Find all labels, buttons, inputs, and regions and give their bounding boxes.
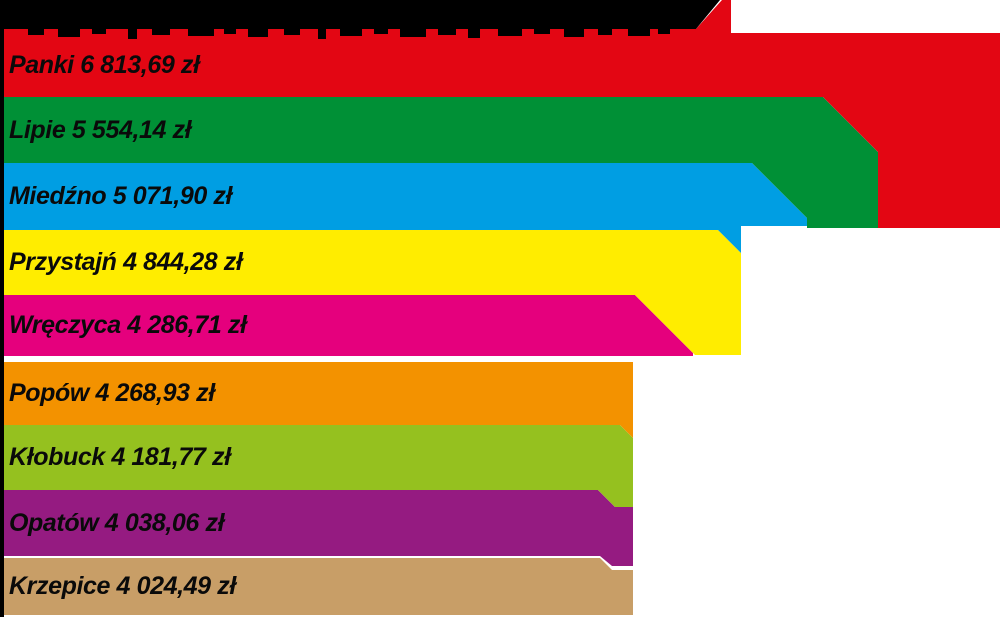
bar-shape-opatów — [0, 490, 633, 566]
bar-shape-kłobuck — [0, 425, 633, 507]
left-axis-line — [0, 0, 4, 617]
bar-shape-popów — [0, 362, 633, 438]
bar-shape-przystajń — [0, 230, 741, 355]
bar-shape-panki — [0, 0, 1000, 228]
bar-shape-miedźno — [0, 163, 807, 253]
bar-shape-lipie — [0, 97, 878, 228]
bar-shape-wręczyca — [0, 295, 693, 356]
title-bar — [0, 0, 720, 29]
bar-shape-krzepice — [0, 558, 633, 615]
clipped-title-glyphs — [28, 28, 670, 39]
